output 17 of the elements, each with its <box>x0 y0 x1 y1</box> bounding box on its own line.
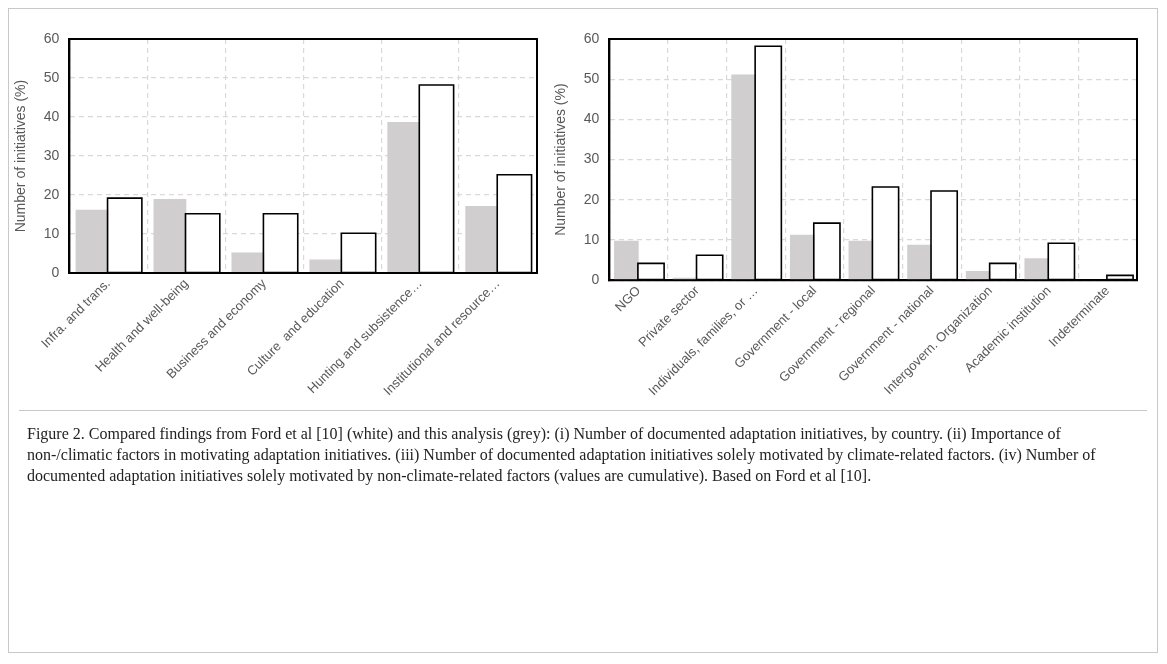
y-tick-label: 40 <box>583 110 600 127</box>
caption: Figure 2. Compared findings from Ford et al [10] (white) and this analysis (grey): (i) Number of documented adaptation initiatives, by country. (ii) Importance of non-/climatic factors in motivating adaptation initiatives. (iii) Number of documented adaptation initiatives solely motivated by climate-related factors. (iv) Number of documented adaptation initiatives solely motivated by non-climate-related factors (values are cumulative). Based on Ford et al [10]. <box>27 424 1097 486</box>
y-tick-label: 40 <box>43 107 60 124</box>
y-tick-label: 30 <box>583 150 600 167</box>
y-tick-label: 50 <box>43 68 60 85</box>
y-tick-label: 20 <box>43 185 60 202</box>
y-tick-label: 0 <box>591 271 600 288</box>
y-tick-label: 20 <box>583 190 600 207</box>
y-tick-label: 10 <box>43 224 60 241</box>
y-tick-label: 0 <box>51 263 60 280</box>
y-tick-label: 10 <box>583 230 600 247</box>
y-tick-label: 60 <box>583 29 600 46</box>
y-tick-label: 50 <box>583 70 600 87</box>
y-tick-label: 60 <box>43 29 60 46</box>
y-axis-title: Number of initiatives (%) <box>552 83 569 236</box>
y-axis-title: Number of initiatives (%) <box>12 79 29 233</box>
y-tick-label: 30 <box>43 146 60 163</box>
